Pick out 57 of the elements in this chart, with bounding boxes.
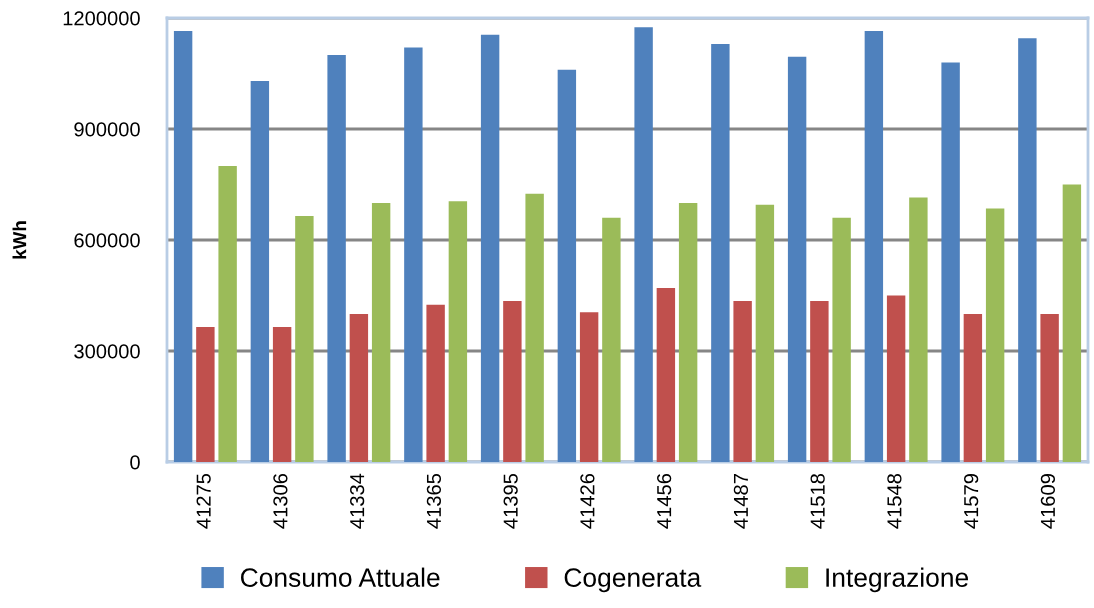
bar <box>349 314 369 462</box>
legend-label: Cogenerata <box>564 568 702 593</box>
bar <box>426 304 445 462</box>
x-tick-label: 41456 <box>657 473 672 529</box>
bar <box>272 326 292 462</box>
bar <box>832 217 851 462</box>
bar <box>196 326 215 462</box>
bar <box>579 312 599 462</box>
bar <box>941 62 960 462</box>
x-tick-label: 41334 <box>350 473 365 529</box>
x-tick-label: 41548 <box>887 473 902 529</box>
y-tick-label: 0 <box>130 455 140 470</box>
bar <box>963 314 983 462</box>
y-tick-label: 900000 <box>74 122 140 137</box>
bar <box>218 166 237 462</box>
y-tick-label: 1200000 <box>63 11 140 26</box>
bar <box>173 30 193 462</box>
bar <box>1062 184 1082 462</box>
bar <box>480 34 500 462</box>
x-tick-label: 41609 <box>1040 474 1056 529</box>
bar <box>1040 314 1059 462</box>
bar <box>864 30 884 462</box>
x-tick-label: 41306 <box>273 473 288 529</box>
x-tick-label: 41395 <box>503 473 518 529</box>
bar <box>711 43 730 462</box>
bar <box>634 27 653 462</box>
bar <box>557 69 577 462</box>
y-tick-label: 600000 <box>74 233 140 248</box>
bar <box>909 197 928 462</box>
bar <box>295 215 314 462</box>
bar <box>755 204 775 462</box>
bar <box>787 56 807 462</box>
bar <box>448 201 468 462</box>
bar <box>656 288 676 462</box>
y-tick-label: 300000 <box>74 344 140 359</box>
bar <box>886 295 906 462</box>
bar <box>250 80 270 462</box>
bar <box>371 203 391 462</box>
bar <box>404 47 423 462</box>
bar <box>503 301 522 462</box>
x-tick-label: 41365 <box>426 473 442 529</box>
x-tick-label: 41426 <box>580 473 595 529</box>
x-tick-label: 41518 <box>810 473 825 529</box>
x-tick-label: 41487 <box>733 474 749 529</box>
bar <box>1018 38 1037 462</box>
bar <box>985 208 1005 462</box>
x-tick-label: 41275 <box>196 473 211 529</box>
bar <box>602 217 621 462</box>
bar <box>810 301 829 462</box>
bar <box>678 203 698 462</box>
legend-label: Integrazione <box>826 567 969 593</box>
y-axis-title: kWh <box>12 221 27 259</box>
x-tick-label: 41579 <box>964 474 979 529</box>
bar <box>525 193 544 462</box>
legend-label: Consumo Attuale <box>241 567 440 587</box>
bar <box>327 55 346 462</box>
bar <box>733 301 752 462</box>
